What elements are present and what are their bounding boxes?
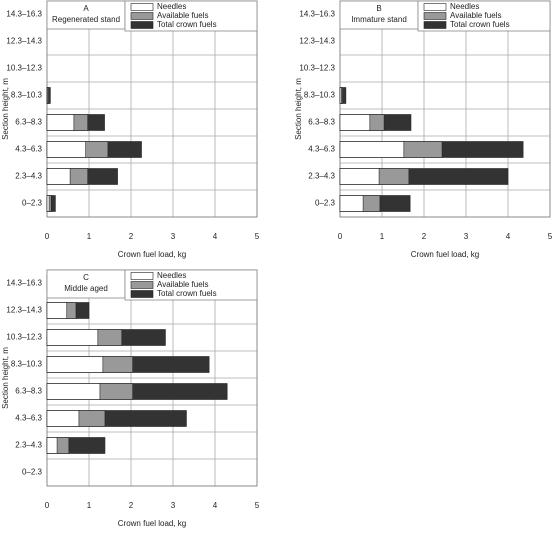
y-axis-label: Section height, m: [1, 347, 10, 409]
legend-label: Available fuels: [157, 280, 208, 289]
legend-swatch: [130, 3, 154, 11]
bar: [46, 195, 50, 212]
x-tick-label: 4: [213, 232, 218, 241]
x-tick-label: 3: [171, 232, 176, 241]
bar: [339, 114, 371, 131]
panel-title: Middle aged: [64, 284, 108, 293]
y-tick-label: 4.3–6.3: [308, 145, 335, 154]
x-axis-label: Crown fuel load, kg: [118, 250, 186, 259]
bar: [339, 87, 342, 104]
bar: [46, 114, 75, 131]
panel-title: Regenerated stand: [52, 15, 120, 24]
y-tick-label: 8.3–10.3: [11, 360, 43, 369]
legend-label: Needles: [450, 2, 479, 11]
bar: [46, 437, 58, 454]
x-tick-label: 0: [45, 232, 50, 241]
y-tick-label: 0–2.3: [315, 199, 336, 208]
x-tick-label: 2: [422, 232, 427, 241]
x-tick-label: 1: [87, 501, 92, 510]
bar: [46, 356, 104, 373]
bar: [46, 383, 101, 400]
bar: [46, 141, 86, 158]
x-tick-label: 2: [129, 501, 134, 510]
legend-swatch: [130, 290, 154, 298]
legend-label: Total crown fuels: [157, 20, 217, 29]
bar: [339, 168, 380, 185]
y-tick-label: 6.3–8.3: [15, 387, 42, 396]
y-tick-label: 8.3–10.3: [11, 91, 43, 100]
panel-box: [46, 269, 126, 299]
legend-swatch: [130, 281, 154, 289]
x-axis-label: Crown fuel load, kg: [411, 250, 479, 259]
legend-swatch: [423, 21, 447, 29]
bar: [46, 410, 80, 427]
panel-title: Immature stand: [351, 15, 407, 24]
legend-label: Total crown fuels: [450, 20, 510, 29]
y-tick-label: 2.3–4.3: [15, 172, 42, 181]
bar: [46, 302, 68, 319]
bar: [46, 329, 99, 346]
x-tick-label: 5: [255, 232, 260, 241]
bar: [339, 141, 405, 158]
y-tick-label: 4.3–6.3: [15, 414, 42, 423]
y-tick-label: 14.3–16.3: [299, 10, 335, 19]
bar: [46, 168, 71, 185]
bar: [46, 87, 49, 104]
x-tick-label: 0: [338, 232, 343, 241]
x-tick-label: 4: [506, 232, 511, 241]
y-tick-label: 14.3–16.3: [6, 279, 42, 288]
legend-label: Available fuels: [450, 11, 501, 20]
y-tick-label: 0–2.3: [22, 199, 43, 208]
legend-label: Needles: [157, 2, 186, 11]
panel-box: [46, 0, 126, 30]
y-tick-label: 12.3–14.3: [6, 306, 42, 315]
y-tick-label: 2.3–4.3: [15, 441, 42, 450]
legend-swatch: [423, 12, 447, 20]
legend-label: Needles: [157, 271, 186, 280]
x-tick-label: 4: [213, 501, 218, 510]
y-tick-label: 12.3–14.3: [6, 37, 42, 46]
legend-swatch: [423, 3, 447, 11]
x-tick-label: 2: [129, 232, 134, 241]
y-tick-label: 4.3–6.3: [15, 145, 42, 154]
x-tick-label: 0: [45, 501, 50, 510]
legend-label: Total crown fuels: [157, 289, 217, 298]
x-axis-label: Crown fuel load, kg: [118, 519, 186, 528]
y-tick-label: 10.3–12.3: [6, 64, 42, 73]
y-tick-label: 14.3–16.3: [6, 10, 42, 19]
x-tick-label: 3: [171, 501, 176, 510]
x-tick-label: 5: [548, 232, 552, 241]
y-axis-label: Section height, m: [1, 78, 10, 140]
y-tick-label: 10.3–12.3: [6, 333, 42, 342]
legend-swatch: [130, 12, 154, 20]
panel-box: [339, 0, 419, 30]
y-axis-label: Section height, m: [294, 78, 303, 140]
y-tick-label: 0–2.3: [22, 468, 43, 477]
panel-letter: C: [83, 273, 89, 282]
legend-swatch: [130, 21, 154, 29]
y-tick-label: 6.3–8.3: [308, 118, 335, 127]
y-tick-label: 12.3–14.3: [299, 37, 335, 46]
panel-letter: A: [83, 4, 89, 13]
x-tick-label: 3: [464, 232, 469, 241]
x-tick-label: 1: [380, 232, 385, 241]
y-tick-label: 8.3–10.3: [304, 91, 336, 100]
panel-letter: B: [376, 4, 381, 13]
x-tick-label: 5: [255, 501, 260, 510]
y-tick-label: 2.3–4.3: [308, 172, 335, 181]
legend-swatch: [130, 272, 154, 280]
y-tick-label: 6.3–8.3: [15, 118, 42, 127]
bar: [339, 195, 364, 212]
y-tick-label: 10.3–12.3: [299, 64, 335, 73]
x-tick-label: 1: [87, 232, 92, 241]
legend-label: Available fuels: [157, 11, 208, 20]
